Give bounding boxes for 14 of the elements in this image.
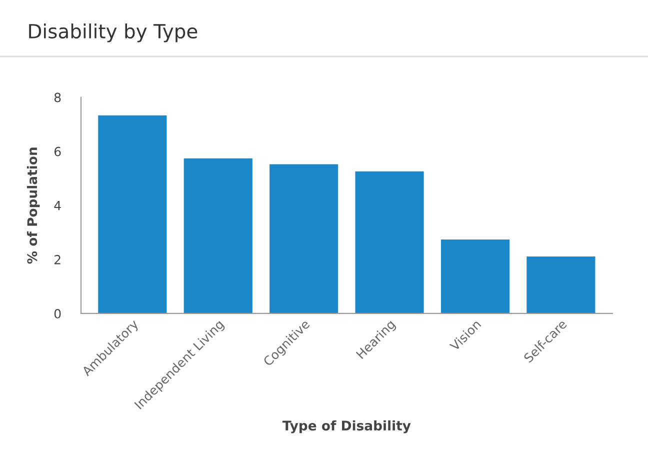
y-tick-label: 4 <box>54 201 61 210</box>
bar <box>526 256 596 314</box>
y-tick-label: 2 <box>54 254 60 264</box>
chart-title: Disability by Type <box>29 23 198 42</box>
y-tick-label: 6 <box>54 146 61 156</box>
bar <box>184 158 252 314</box>
y-tick-label: 0 <box>54 308 61 318</box>
bar <box>98 115 167 314</box>
y-tick-label: 8 <box>54 92 61 102</box>
y-axis-title: % of Population <box>26 148 40 264</box>
bar <box>440 239 510 314</box>
bar <box>270 164 338 314</box>
bar <box>355 171 424 314</box>
x-axis-title: Type of Disability <box>282 420 411 434</box>
